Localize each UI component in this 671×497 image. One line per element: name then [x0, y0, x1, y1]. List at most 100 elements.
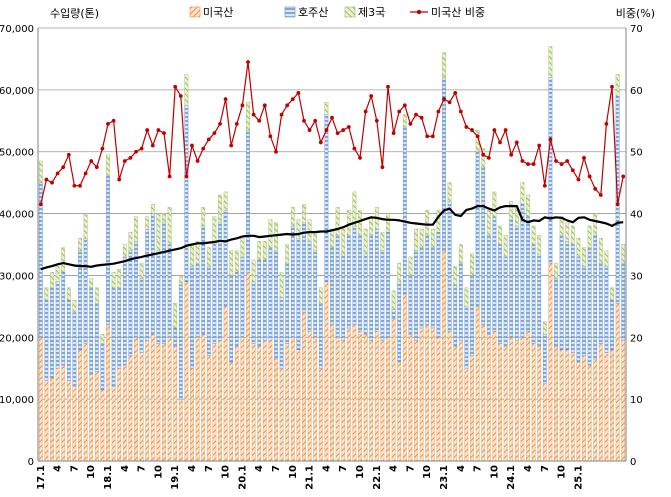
x-tick-label: 10 [422, 465, 433, 479]
share-point [61, 165, 66, 170]
bar-1-100 [598, 262, 603, 344]
bar-2-101 [604, 250, 609, 267]
bar-1-91 [548, 77, 553, 264]
bar-0-35 [234, 346, 239, 462]
bar-1-49 [313, 250, 318, 338]
bar-0-66 [408, 333, 413, 462]
bar-2-103 [615, 74, 620, 97]
share-point [234, 121, 239, 126]
share-point [604, 121, 609, 126]
bar-2-83 [503, 235, 508, 258]
bar-1-58 [363, 253, 368, 335]
share-point [565, 159, 570, 163]
share-point [106, 121, 110, 126]
bar-0-88 [531, 343, 536, 462]
x-tick-label: 7 [69, 465, 80, 472]
share-point [72, 183, 77, 188]
legend-label-2: 제3국 [358, 6, 385, 19]
line-series-group [38, 60, 626, 271]
bar-2-88 [531, 225, 536, 245]
share-point [223, 97, 228, 102]
bar-1-53 [335, 235, 340, 338]
share-point [178, 94, 183, 98]
bar-0-46 [296, 349, 301, 462]
share-point [380, 165, 385, 170]
right-tick-label: 60 [630, 86, 643, 97]
bar-0-83 [503, 346, 508, 462]
bar-0-1 [44, 380, 49, 462]
share-point [173, 84, 178, 89]
bar-2-74 [453, 265, 458, 285]
bar-1-96 [576, 256, 581, 363]
bar-2-86 [520, 182, 525, 205]
share-point [302, 118, 306, 123]
bar-1-43 [279, 296, 284, 369]
bar-0-90 [542, 383, 547, 462]
x-tick-label: 4 [389, 465, 400, 472]
bar-0-24 [173, 346, 178, 462]
bar-2-4 [61, 247, 66, 273]
bar-0-20 [150, 333, 155, 462]
bar-2-44 [285, 244, 290, 264]
bar-1-1 [44, 299, 49, 381]
share-point [122, 159, 127, 163]
bar-0-59 [369, 340, 374, 462]
bar-0-76 [464, 368, 469, 462]
bar-0-48 [307, 330, 312, 462]
share-point [117, 177, 122, 182]
bar-1-26 [184, 105, 189, 282]
bar-1-37 [246, 129, 250, 273]
bar-2-52 [330, 228, 334, 248]
bar-2-51 [324, 102, 329, 115]
share-point [134, 149, 138, 154]
bar-2-47 [302, 204, 306, 224]
bar-0-77 [470, 355, 474, 462]
bar-1-14 [117, 287, 122, 369]
right-tick-label: 40 [630, 210, 643, 221]
share-point [374, 118, 379, 123]
bar-2-94 [565, 222, 570, 242]
bar-0-97 [582, 355, 586, 462]
bar-1-30 [206, 265, 211, 357]
bar-2-97 [582, 247, 586, 267]
bar-1-21 [156, 250, 161, 344]
bar-2-58 [363, 228, 368, 254]
share-point [593, 186, 598, 191]
bar-1-73 [447, 200, 452, 332]
share-point [206, 137, 211, 142]
share-point [582, 156, 586, 160]
bar-2-23 [167, 207, 172, 245]
bar-0-56 [352, 324, 357, 462]
x-tick-label: 7 [204, 465, 215, 472]
legend-line-marker [416, 9, 422, 15]
bar-1-60 [374, 228, 379, 332]
bar-1-95 [570, 244, 575, 353]
bar-1-83 [503, 256, 508, 347]
bar-1-79 [481, 166, 486, 326]
share-point [598, 193, 603, 197]
bar-0-32 [218, 340, 222, 462]
bar-2-73 [447, 182, 452, 202]
bar-0-55 [346, 327, 351, 462]
bar-0-74 [453, 346, 458, 462]
bar-1-74 [453, 284, 458, 347]
bar-1-55 [346, 235, 351, 329]
bar-2-22 [162, 213, 166, 224]
bar-1-102 [610, 299, 614, 350]
bar-2-26 [184, 74, 189, 106]
bar-1-92 [554, 278, 558, 347]
bar-0-96 [576, 361, 581, 462]
bar-2-99 [593, 213, 598, 236]
bar-0-85 [514, 340, 519, 462]
bar-2-15 [122, 244, 127, 258]
share-point [307, 128, 312, 132]
bar-0-93 [559, 349, 564, 462]
bar-0-62 [386, 337, 390, 462]
bar-0-94 [565, 349, 570, 462]
bar-0-5 [66, 380, 71, 462]
share-point [548, 137, 553, 142]
x-tick-label: 10 [557, 465, 568, 479]
bar-0-80 [486, 333, 491, 462]
bar-2-76 [464, 287, 469, 307]
share-point [201, 146, 206, 151]
